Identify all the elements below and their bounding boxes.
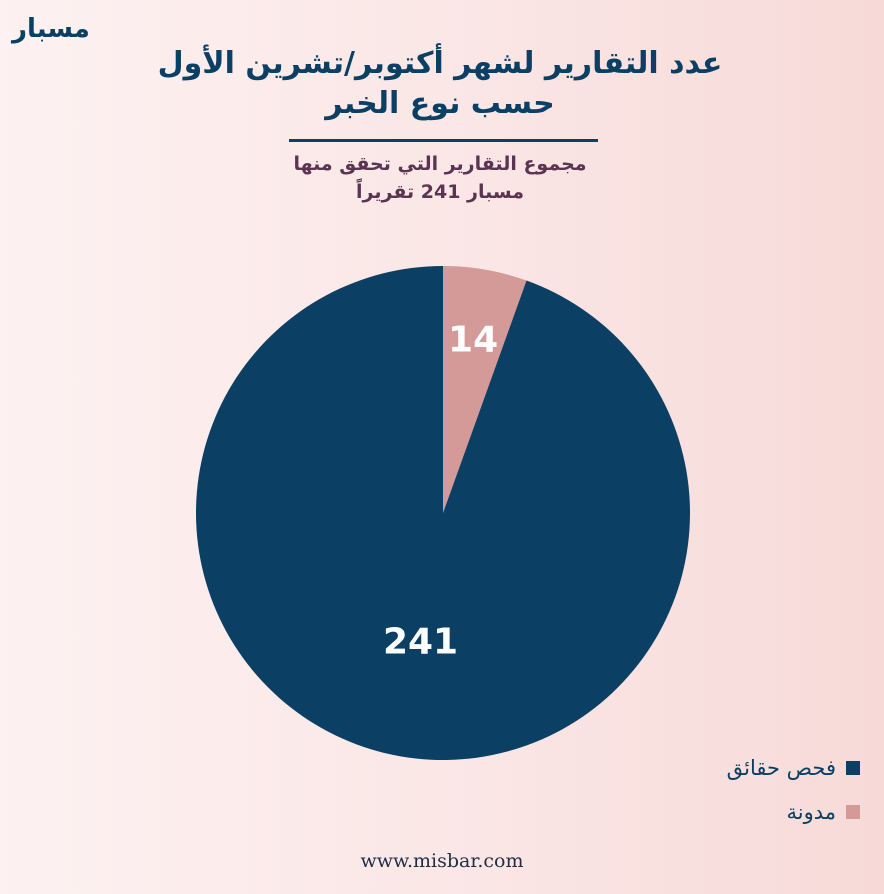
misbar-logo: مسبار: [12, 14, 90, 44]
chart-subtitle-line-2: مسبار 241 تقريراً: [356, 181, 524, 203]
pie-slice-blog: [443, 266, 527, 513]
chart-title-line-2: حسب نوع الخبر: [325, 86, 555, 121]
data-label-fact-check: 241: [383, 621, 458, 662]
pie-slice-fact-check: [195, 266, 691, 761]
chart-title: عدد التقارير لشهر أكتوبر/تشرين الأول حسب…: [120, 44, 760, 124]
chart-subtitle-line-1: مجموع التقارير التي تحقق منها: [293, 153, 587, 175]
data-label-blog: 14: [448, 320, 498, 361]
legend-item-fact-check: فحص حقائق: [727, 752, 860, 784]
legend-label-blog: مدونة: [786, 800, 836, 824]
chart-title-line-1: عدد التقارير لشهر أكتوبر/تشرين الأول: [157, 46, 723, 81]
title-divider: [289, 139, 598, 142]
legend-swatch-fact-check: [846, 761, 860, 775]
legend-item-blog: مدونة: [727, 796, 860, 828]
legend-swatch-blog: [846, 805, 860, 819]
website-url: www.misbar.com: [360, 850, 524, 872]
legend-label-fact-check: فحص حقائق: [726, 756, 836, 780]
chart-subtitle: مجموع التقارير التي تحقق منها مسبار 241 …: [200, 150, 680, 206]
chart-legend: فحص حقائق مدونة: [727, 752, 860, 840]
